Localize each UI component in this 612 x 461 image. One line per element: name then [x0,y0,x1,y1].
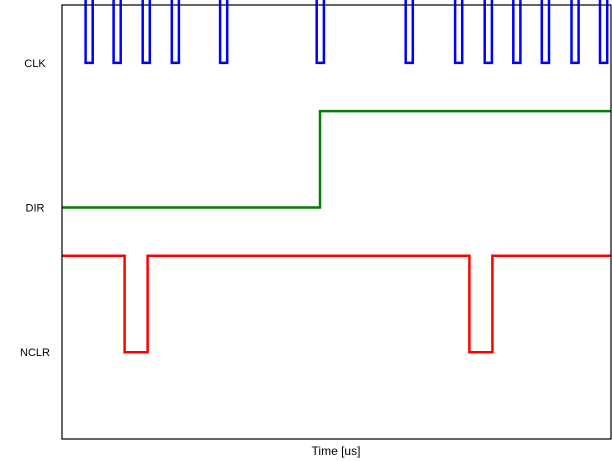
x-axis-label: Time [us] [312,444,361,458]
signal-trace-clk [84,0,609,65]
y-tick-label-dir: DIR [26,203,45,215]
y-tick-labels: CLK DIR NCLR [20,58,50,359]
y-tick-label-nclr: NCLR [20,347,50,359]
signal-trace-nclr [62,254,611,354]
plot-frame [61,4,612,440]
signal-trace-dir [62,109,611,209]
signal-traces [62,0,611,354]
y-tick-label-clk: CLK [24,58,46,70]
